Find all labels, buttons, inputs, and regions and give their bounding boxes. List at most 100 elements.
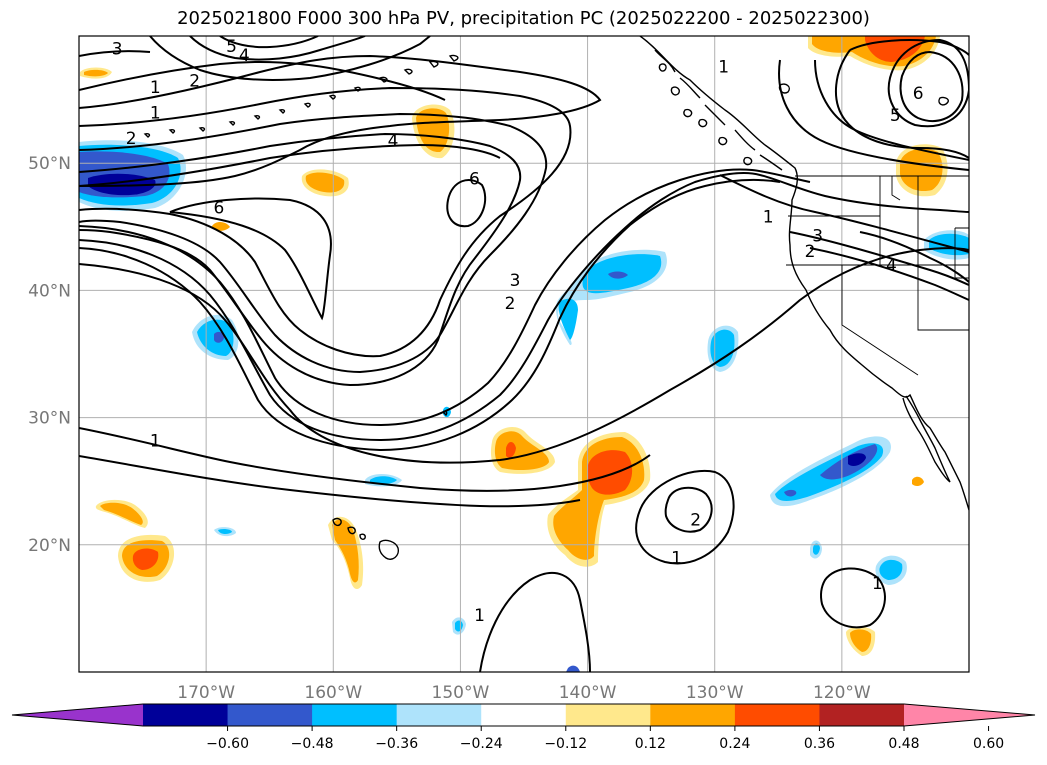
contour-label: 4	[388, 131, 399, 151]
precip-positive-area	[900, 148, 943, 192]
coastlines	[143, 36, 969, 560]
latitude-tick-label: 20°N	[28, 536, 71, 556]
longitude-tick-label: 120°W	[813, 683, 871, 703]
pv-contour-line	[79, 143, 501, 187]
precip-positive-area	[305, 172, 345, 193]
pv-contour-line	[79, 132, 522, 387]
precip-positive-area	[332, 519, 359, 583]
map-frame	[78, 35, 970, 673]
colorbar-tick-label: 0.24	[719, 736, 750, 752]
contour-label: 2	[126, 129, 137, 149]
colorbar-over-extension	[904, 704, 1035, 726]
longitude-tick-label: 160°W	[304, 683, 362, 703]
pv-contour-line	[79, 168, 811, 427]
precip-positive-area	[212, 221, 230, 231]
pv-contour-line	[189, 36, 366, 61]
precip-positive-area	[494, 431, 549, 470]
colorbar-tick-label: −0.12	[544, 736, 587, 752]
pv-contour-line	[820, 567, 886, 629]
contour-label: 2	[505, 294, 516, 314]
colorbar-tick-label: 0.60	[973, 736, 1004, 752]
contour-label: 2	[189, 72, 200, 92]
contour-label: 3	[112, 40, 123, 60]
pv-contour-line	[719, 174, 969, 253]
colorbar-tick-label: 0.36	[804, 736, 835, 752]
contour-label: 1	[763, 208, 774, 228]
island-outline	[658, 63, 753, 166]
contour-label: 2	[805, 242, 816, 262]
contour-label: 1	[718, 58, 729, 78]
latitude-tick-label: 40°N	[28, 281, 71, 301]
longitude-tick-label: 130°W	[686, 683, 744, 703]
precip-positive-area	[912, 476, 924, 487]
colorbar-tick-label: −0.24	[460, 736, 503, 752]
colorbar-tick-label: 0.48	[888, 736, 919, 752]
pv-contour-line	[79, 427, 651, 492]
precip-negative-area	[608, 271, 628, 279]
pv-contour-line	[79, 54, 602, 187]
pv-contour-line	[887, 38, 969, 128]
contour-label: 6	[213, 199, 224, 219]
map-title: 2025021800 F000 300 hPa PV, precipitatio…	[177, 8, 870, 29]
pv-contour-line	[79, 455, 581, 508]
pv-contour-line	[859, 231, 969, 283]
contour-label: 5	[226, 37, 237, 57]
colorbar	[11, 703, 1036, 727]
contour-label: 1	[150, 103, 161, 123]
precip-negative-area	[848, 453, 866, 466]
colorbar-outline	[11, 703, 1036, 727]
colorbar-segment	[565, 704, 651, 726]
contour-label: 1	[474, 606, 485, 626]
pv-contour-line	[789, 231, 969, 286]
latitude-tick-labels: 20°N 30°N 40°N 50°N	[28, 154, 71, 556]
precip-positive-area	[132, 548, 159, 570]
pv-contour-line	[79, 86, 572, 358]
pv-contour-line	[79, 112, 548, 374]
contour-label: 6	[469, 169, 480, 189]
precip-negative-area	[558, 298, 578, 340]
pv-contour-line	[635, 469, 735, 565]
contour-label: 4	[886, 256, 897, 276]
colorbar-tick-label: −0.48	[291, 736, 334, 752]
precipitation-shading	[79, 36, 969, 672]
pv-contour-line	[149, 36, 431, 81]
contour-label: 1	[150, 431, 161, 451]
contour-label: 3	[812, 227, 823, 247]
contour-label: 6	[913, 84, 924, 104]
state-borders	[786, 175, 969, 376]
contour-label: 1	[872, 574, 883, 594]
longitude-tick-label: 170°W	[177, 683, 235, 703]
pv-contour-line	[834, 39, 969, 159]
colorbar-segment	[650, 704, 736, 726]
latitude-tick-label: 50°N	[28, 154, 71, 174]
aleutian-islands	[143, 54, 459, 138]
precip-negative-area	[455, 620, 463, 632]
longitude-tick-label: 140°W	[559, 683, 617, 703]
pv-contour-line	[79, 247, 969, 464]
colorbar-segment	[227, 704, 313, 726]
precip-negative-area	[566, 665, 580, 672]
pv-contour-line	[79, 50, 151, 57]
north-america-coastline	[639, 36, 969, 511]
longitude-tick-labels: 170°W 160°W 150°W 140°W 130°W 120°W	[177, 683, 871, 703]
contour-label: 4	[239, 46, 250, 66]
precip-negative-area	[879, 559, 903, 580]
colorbar-segment	[143, 704, 229, 726]
colorbar-segment	[734, 704, 820, 726]
pv-contour-line	[446, 179, 487, 228]
contour-label: 2	[690, 510, 701, 530]
precip-positive-area	[416, 108, 450, 153]
precip-negative-area	[214, 331, 224, 343]
pv-contour-line	[479, 571, 591, 672]
colorbar-tick-label: 0.12	[635, 736, 666, 752]
pv-contour-line	[809, 247, 969, 301]
pv-contour-line	[899, 50, 964, 122]
precip-negative-area	[813, 543, 820, 555]
longitude-tick-label: 150°W	[432, 683, 490, 703]
colorbar-under-extension	[12, 704, 143, 726]
pv-contour-line	[169, 197, 332, 321]
pv-contours	[79, 36, 969, 672]
contour-label: 5	[890, 106, 901, 126]
